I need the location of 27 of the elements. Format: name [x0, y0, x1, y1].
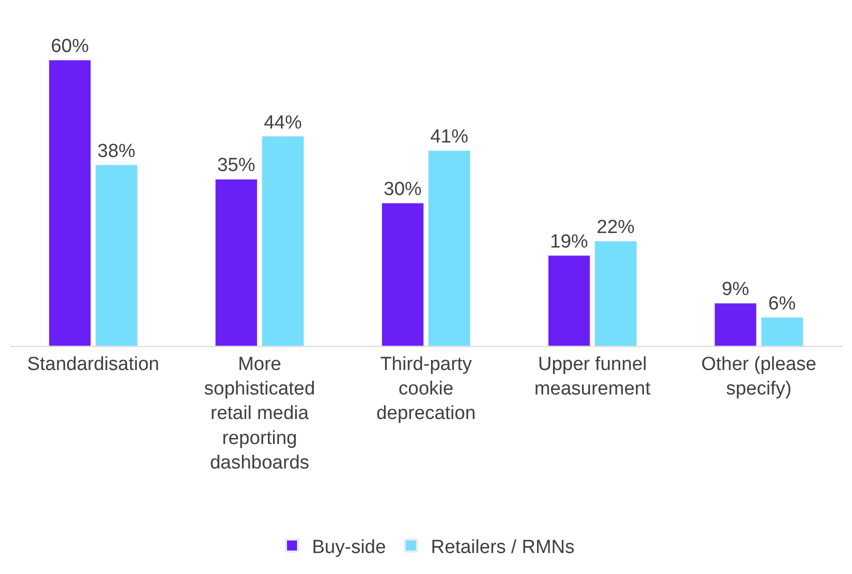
bar: [760, 317, 804, 346]
bar: [714, 302, 757, 346]
bar: [428, 150, 471, 346]
bar: [548, 255, 590, 346]
data-label: 44%: [264, 112, 302, 134]
legend-label: Retailers / RMNs: [430, 536, 574, 558]
data-label: 60%: [50, 36, 89, 58]
bar: [262, 136, 304, 346]
bar: [215, 178, 258, 346]
bar: [48, 60, 92, 346]
data-label: 35%: [217, 155, 256, 176]
data-label: 6%: [768, 293, 796, 314]
bar: [381, 202, 424, 346]
legend-label: Buy-side: [312, 536, 386, 558]
x-tick-label: Other (please specify): [701, 354, 816, 400]
data-label: 9%: [722, 279, 750, 300]
x-tick-label: Standardisation: [27, 354, 160, 375]
bar: [594, 240, 637, 346]
data-label: 22%: [596, 217, 635, 238]
data-label: 19%: [550, 231, 588, 252]
x-tick-label: Third-party cookie deprecation: [376, 354, 476, 424]
x-tick-label: Upper funnel measurement: [534, 354, 652, 400]
data-label: 38%: [97, 140, 136, 162]
bar: [95, 164, 138, 346]
data-label: 41%: [430, 126, 468, 148]
x-tick-label: More sophisticated retail media reporting dashboards: [204, 354, 316, 474]
data-label: 30%: [384, 179, 422, 200]
